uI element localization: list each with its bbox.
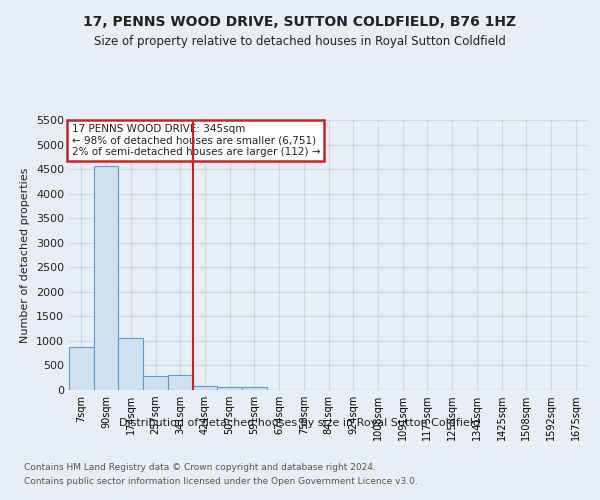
Bar xyxy=(94,166,118,390)
Text: Distribution of detached houses by size in Royal Sutton Coldfield: Distribution of detached houses by size … xyxy=(119,418,481,428)
Bar xyxy=(217,388,242,390)
Bar xyxy=(118,338,143,390)
Bar xyxy=(69,348,94,390)
Y-axis label: Number of detached properties: Number of detached properties xyxy=(20,168,31,342)
Text: Contains HM Land Registry data © Crown copyright and database right 2024.: Contains HM Land Registry data © Crown c… xyxy=(24,463,376,472)
Text: Contains public sector information licensed under the Open Government Licence v3: Contains public sector information licen… xyxy=(24,476,418,486)
Text: 17 PENNS WOOD DRIVE: 345sqm
← 98% of detached houses are smaller (6,751)
2% of s: 17 PENNS WOOD DRIVE: 345sqm ← 98% of det… xyxy=(71,124,320,157)
Bar xyxy=(143,376,168,390)
Bar xyxy=(168,376,193,390)
Bar xyxy=(193,386,217,390)
Text: 17, PENNS WOOD DRIVE, SUTTON COLDFIELD, B76 1HZ: 17, PENNS WOOD DRIVE, SUTTON COLDFIELD, … xyxy=(83,16,517,30)
Bar xyxy=(242,388,267,390)
Text: Size of property relative to detached houses in Royal Sutton Coldfield: Size of property relative to detached ho… xyxy=(94,34,506,48)
